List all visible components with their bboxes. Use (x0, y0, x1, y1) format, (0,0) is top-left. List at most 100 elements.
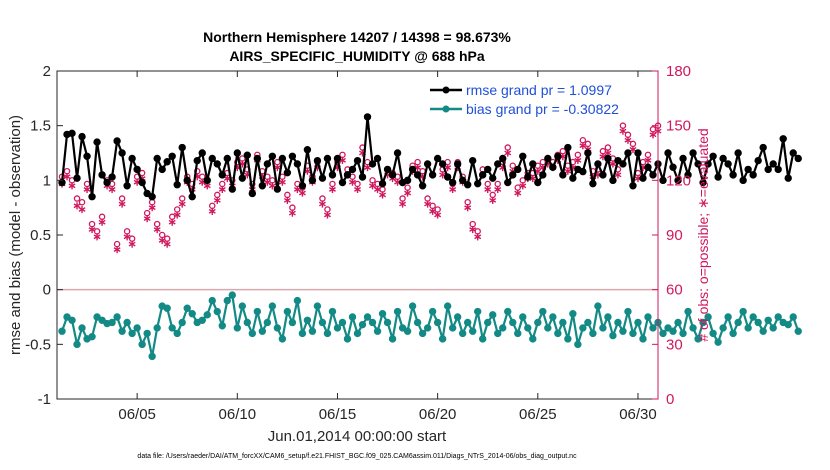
rmse-point (604, 154, 612, 163)
bias-point (564, 335, 572, 343)
rmse-point (378, 179, 387, 188)
bias-point (68, 316, 76, 324)
rmse-point (659, 176, 667, 185)
bias-point (188, 310, 196, 318)
rmse-point (413, 171, 422, 179)
right-y-tick-label: 120 (666, 172, 691, 189)
bias-point (679, 329, 687, 338)
rmse-point (649, 171, 657, 179)
rmse-point (353, 156, 362, 165)
rmse-point (484, 165, 492, 174)
obs-evaluated-point (349, 178, 356, 186)
y-tick-label: 0.5 (30, 227, 51, 244)
obs-evaluated-point (369, 182, 377, 190)
bias-point (203, 311, 211, 319)
rmse-point (143, 189, 151, 198)
rmse-point (363, 113, 372, 121)
rmse-point (168, 152, 176, 160)
bias-point (549, 313, 557, 321)
rmse-point (288, 152, 297, 160)
bias-point (634, 318, 642, 327)
rmse-point (133, 165, 141, 174)
rmse-point (729, 171, 737, 179)
rmse-point (418, 182, 427, 190)
obs-evaluated-point (288, 209, 296, 217)
bias-point (243, 318, 252, 327)
rmse-point (694, 160, 702, 168)
bias-point (373, 327, 382, 335)
obs-evaluated-point (564, 167, 572, 175)
obs-evaluated-point (519, 182, 527, 190)
rmse-point (794, 154, 802, 163)
obs-evaluated-point (128, 240, 136, 248)
rmse-point (759, 143, 767, 152)
bias-series-line (60, 294, 800, 358)
obs-evaluated-point (434, 211, 442, 219)
bias-point (704, 313, 712, 321)
rmse-point (138, 178, 146, 187)
bias-point (714, 338, 722, 346)
rmse-point (519, 152, 527, 160)
rmse-point (183, 176, 191, 185)
plot-area (57, 71, 658, 399)
obs-evaluated-point (123, 233, 131, 241)
rmse-point (599, 171, 607, 179)
right-y-tick-label: 0 (666, 391, 674, 408)
bias-point (624, 307, 632, 316)
bias-point (559, 318, 567, 327)
rmse-point (123, 182, 131, 190)
rmse-point (403, 176, 412, 185)
bias-point (163, 304, 171, 312)
bias-point (218, 322, 226, 330)
rmse-point (458, 176, 467, 185)
rmse-point (423, 160, 432, 168)
rmse-point (534, 178, 542, 187)
bias-point (273, 324, 282, 332)
bias-point (368, 318, 377, 327)
bias-point (143, 329, 151, 338)
rmse-point (338, 178, 347, 187)
obs-evaluated-point (78, 205, 86, 214)
obs-evaluated-point (469, 225, 477, 234)
bias-point (474, 307, 482, 316)
bias-point (403, 327, 412, 335)
obs-evaluated-point (93, 233, 101, 241)
bias-point (524, 324, 532, 332)
rmse-point (188, 193, 196, 201)
bias-point (734, 318, 742, 327)
rmse-point (724, 160, 732, 168)
x-tick-label: 06/05 (118, 406, 156, 423)
bias-point (128, 329, 136, 338)
x-tick-label: 06/25 (519, 406, 557, 423)
rmse-point (564, 143, 572, 152)
x-tick-label: 06/20 (419, 406, 457, 423)
rmse-point (629, 182, 637, 190)
rmse-point (98, 171, 106, 179)
bias-point (168, 324, 176, 332)
legend-entry-bias: bias grand pr = -0.30822 (430, 101, 619, 117)
rmse-point (754, 156, 762, 165)
bias-point (288, 318, 297, 327)
rmse-point (228, 185, 236, 193)
bias-point (153, 324, 161, 332)
bias-point (118, 327, 126, 335)
bias-point (639, 335, 647, 343)
bias-point (784, 320, 792, 329)
legend-rmse-marker (442, 86, 450, 94)
obs-evaluated-point (354, 185, 361, 194)
rmse-point (764, 165, 772, 174)
legend-entry-rmse: rmse grand pr = 1.0997 (430, 82, 612, 98)
bias-point (398, 324, 407, 332)
obs-evaluated-point (68, 182, 76, 190)
x-tick-label: 06/10 (219, 406, 257, 423)
obs-possible-point (73, 195, 81, 202)
bias-point (283, 307, 292, 316)
bias-point (448, 324, 457, 332)
rmse-point (448, 178, 457, 187)
obs-evaluated-point (494, 185, 502, 194)
bias-point (393, 307, 402, 316)
bias-point (749, 313, 757, 321)
rmse-point (178, 143, 186, 152)
bias-point (769, 324, 777, 332)
